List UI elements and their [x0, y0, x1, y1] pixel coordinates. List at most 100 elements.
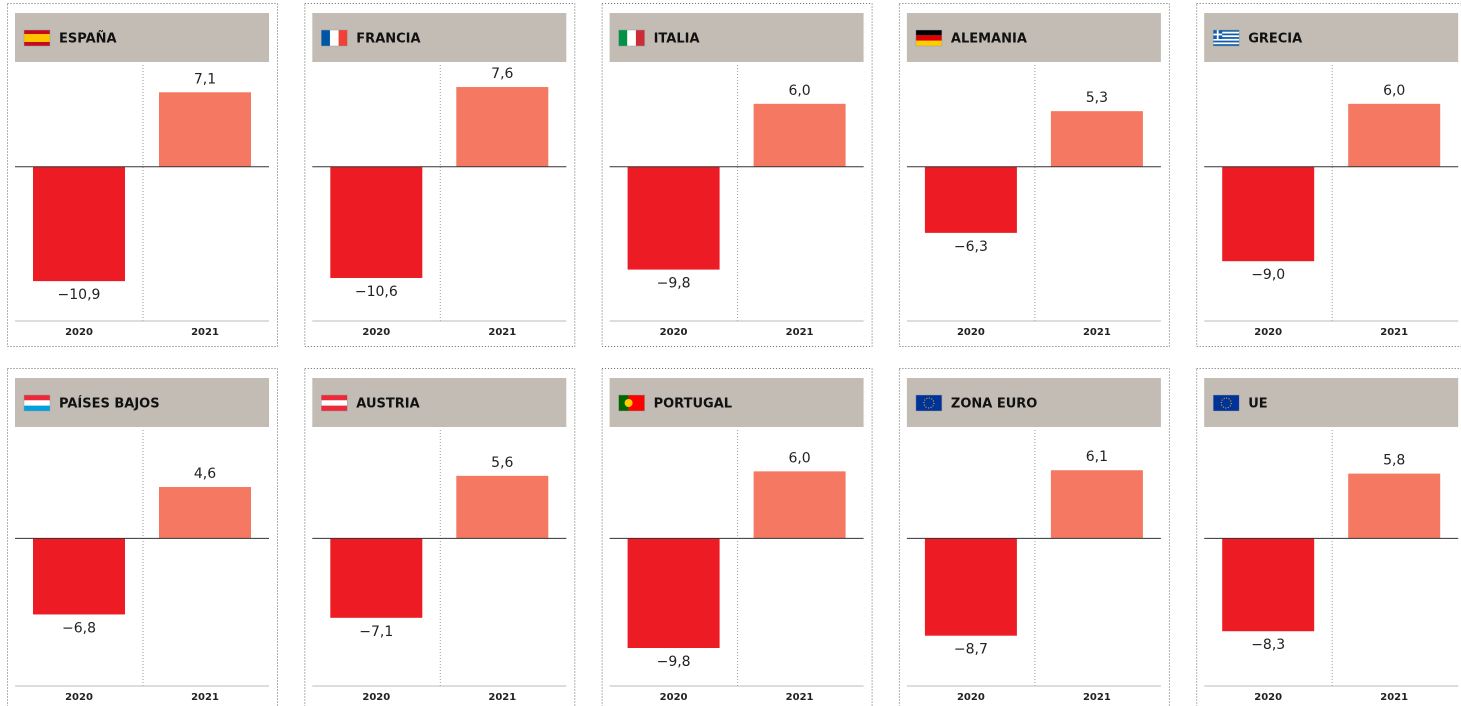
- value-label: 6,0: [788, 83, 810, 99]
- x-tick-label: 2020: [65, 327, 93, 338]
- x-tick-label: 2021: [1380, 692, 1408, 703]
- bar: [456, 87, 549, 167]
- flag-stripe: [1213, 42, 1240, 45]
- bar: [330, 166, 423, 278]
- value-label: 6,0: [788, 450, 810, 466]
- value-label: −9,8: [657, 654, 691, 670]
- flag-stripe: [24, 400, 50, 406]
- flag-stripe: [1213, 33, 1240, 36]
- flag-border: [23, 29, 51, 47]
- panel-border: [1196, 368, 1461, 706]
- panel-title: ZONA EURO: [951, 397, 1037, 412]
- flag-border: [23, 394, 51, 412]
- panel: ZONA EURO −8,7 2020 6,1 2021: [898, 368, 1170, 706]
- x-tick-label: 2021: [1083, 327, 1111, 338]
- panel: PAÍSES BAJOS −6,8 2020 4,6 2021: [7, 368, 278, 706]
- flag-border: [321, 29, 348, 47]
- panel-header: [15, 378, 269, 427]
- value-label: 4,6: [194, 466, 216, 482]
- x-tick-label: 2021: [1083, 692, 1111, 703]
- panel: ALEMANIA −6,3 2020 5,3 2021: [898, 3, 1170, 347]
- x-tick-label: 2020: [957, 692, 985, 703]
- panel: ESPAÑA −10,9 2020 7,1 2021: [7, 3, 278, 347]
- flag-stripe: [321, 400, 348, 406]
- flag-stripe: [1213, 30, 1240, 32]
- panel-header: [609, 378, 864, 427]
- panel-title: AUSTRIA: [356, 397, 419, 412]
- value-label: −8,7: [954, 642, 988, 658]
- flag-stripe: [24, 38, 50, 42]
- panel-border: [601, 3, 873, 347]
- panel: AUSTRIA −7,1 2020 5,6 2021: [304, 368, 576, 706]
- x-tick-label: 2021: [488, 327, 516, 338]
- flag-stripe: [24, 30, 50, 34]
- x-tick-label: 2020: [65, 692, 93, 703]
- x-tick-label: 2020: [660, 692, 688, 703]
- panel-title: ALEMANIA: [951, 32, 1027, 47]
- flag-stripe: [915, 35, 942, 41]
- flag-stripe: [1213, 44, 1240, 46]
- flag-stars: [1220, 397, 1232, 409]
- bar: [1050, 470, 1143, 539]
- flag-field: [915, 395, 942, 411]
- bar: [924, 538, 1017, 636]
- panel-title: GRECIA: [1248, 32, 1302, 47]
- bar: [753, 471, 846, 539]
- x-tick-label: 2021: [191, 692, 219, 703]
- value-label: −10,9: [58, 287, 101, 303]
- flag-stripe: [338, 30, 348, 46]
- flag-stripe: [628, 395, 645, 411]
- x-tick-label: 2020: [660, 327, 688, 338]
- flag-border: [915, 394, 943, 412]
- panel-title: ITALIA: [654, 32, 700, 47]
- panel-header: [906, 13, 1161, 62]
- flag-border: [618, 29, 645, 47]
- panel: PORTUGAL −9,8 2020 6,0 2021: [601, 368, 873, 706]
- panel: UE −8,3 2020 5,8 2021: [1196, 368, 1461, 706]
- panel-border: [304, 3, 576, 347]
- flag-stripe: [627, 30, 636, 46]
- panel: ITALIA −9,8 2020 6,0 2021: [601, 3, 873, 347]
- flag-border: [1212, 29, 1240, 47]
- panel: GRECIA −9,0 2020 6,0 2021: [1196, 3, 1461, 347]
- flag-border: [915, 29, 943, 47]
- panel-title: UE: [1248, 397, 1267, 412]
- x-tick-label: 2020: [957, 327, 985, 338]
- value-label: 7,1: [194, 71, 216, 87]
- panel-header: [1204, 13, 1459, 62]
- bar: [627, 538, 720, 648]
- flag-stripe: [321, 395, 348, 401]
- flag-border: [1212, 394, 1240, 412]
- flag-field: [1213, 395, 1240, 411]
- value-label: −6,8: [62, 620, 96, 636]
- value-label: −7,1: [359, 624, 393, 640]
- flag-stripe: [1213, 31, 1240, 34]
- value-label: 7,6: [491, 66, 513, 82]
- value-label: −10,6: [355, 284, 398, 300]
- flag-stripe: [1213, 35, 1240, 38]
- value-label: −9,0: [1251, 267, 1285, 283]
- panel: FRANCIA −10,6 2020 7,6 2021: [304, 3, 576, 347]
- x-tick-label: 2020: [362, 327, 390, 338]
- panel-title: PORTUGAL: [654, 397, 732, 412]
- x-tick-label: 2021: [488, 692, 516, 703]
- flag-stripe: [24, 34, 50, 38]
- value-label: −8,3: [1251, 637, 1285, 653]
- panel-title: ESPAÑA: [59, 31, 117, 47]
- panel-border: [601, 368, 873, 706]
- panel-header: [312, 13, 567, 62]
- panel-border: [898, 368, 1170, 706]
- panel-header: [906, 378, 1161, 427]
- flag-stripe: [915, 40, 942, 46]
- flag-stripe: [915, 30, 942, 36]
- bar: [1348, 103, 1441, 167]
- value-label: 6,0: [1383, 83, 1405, 99]
- flag-emblem: [624, 399, 633, 407]
- panel-border: [7, 368, 278, 706]
- x-tick-label: 2021: [786, 327, 814, 338]
- x-tick-label: 2021: [786, 692, 814, 703]
- x-tick-label: 2021: [191, 327, 219, 338]
- flag-stripe: [618, 395, 629, 411]
- bar: [627, 166, 720, 270]
